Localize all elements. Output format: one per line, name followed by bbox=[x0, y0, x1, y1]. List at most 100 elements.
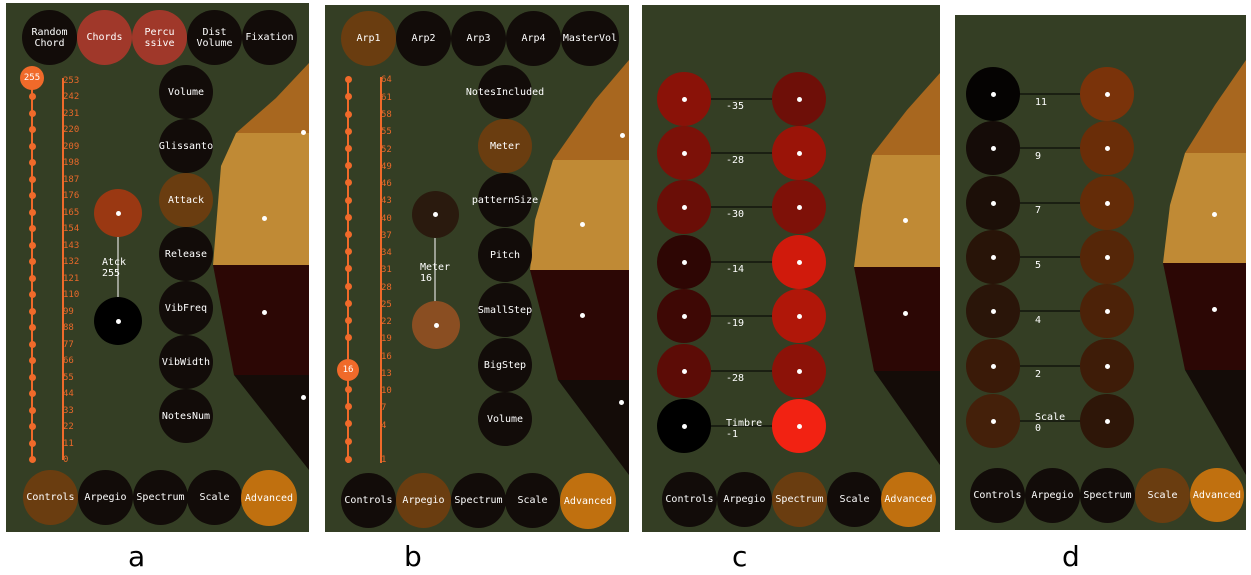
wedge-dark[interactable] bbox=[234, 375, 309, 470]
wedge-red[interactable] bbox=[213, 265, 309, 375]
left-knob[interactable] bbox=[657, 126, 711, 180]
wedge-handle[interactable] bbox=[301, 130, 306, 135]
wedge-handle[interactable] bbox=[262, 216, 267, 221]
arp1-button[interactable]: Arp1 bbox=[341, 11, 396, 66]
param-vibwidth-button[interactable]: VibWidth bbox=[159, 335, 213, 389]
mastervol-button[interactable]: MasterVol bbox=[561, 11, 619, 66]
wedge-dark[interactable] bbox=[558, 380, 629, 475]
nav-advanced-button[interactable]: Advanced bbox=[1190, 468, 1244, 522]
nav-scale-button[interactable]: Scale bbox=[187, 470, 242, 525]
nav-arpegio-button[interactable]: Arpegio bbox=[78, 470, 133, 525]
knob-lower[interactable] bbox=[412, 301, 460, 349]
param-meter-button[interactable]: Meter bbox=[478, 119, 532, 173]
random-chord-button[interactable]: Random Chord bbox=[22, 10, 77, 65]
wedge-handle[interactable] bbox=[1212, 307, 1217, 312]
wedge-handle[interactable] bbox=[262, 310, 267, 315]
param-vibfreq-button[interactable]: VibFreq bbox=[159, 281, 213, 335]
knob-lower[interactable] bbox=[94, 297, 142, 345]
right-knob[interactable] bbox=[1080, 176, 1134, 230]
wedge-handle[interactable] bbox=[1212, 212, 1217, 217]
slider-value-handle[interactable]: 255 bbox=[20, 66, 44, 90]
left-knob[interactable] bbox=[657, 289, 711, 343]
right-knob[interactable] bbox=[772, 399, 826, 453]
fixation-button[interactable]: Fixation bbox=[242, 10, 297, 65]
left-knob[interactable] bbox=[966, 394, 1020, 448]
wedge-handle[interactable] bbox=[620, 133, 625, 138]
nav-advanced-button[interactable]: Advanced bbox=[881, 472, 936, 527]
nav-scale-button[interactable]: Scale bbox=[505, 473, 560, 528]
param-release-button[interactable]: Release bbox=[159, 227, 213, 281]
wedge-mid-upper[interactable] bbox=[1163, 153, 1246, 263]
wedge-handle[interactable] bbox=[580, 313, 585, 318]
nav-spectrum-button[interactable]: Spectrum bbox=[1080, 468, 1135, 523]
param-glissanto-button[interactable]: Glissanto bbox=[159, 119, 213, 173]
param-bigstep-button[interactable]: BigStep bbox=[478, 338, 532, 392]
nav-controls-button[interactable]: Controls bbox=[341, 473, 396, 528]
right-knob[interactable] bbox=[772, 180, 826, 234]
left-knob[interactable] bbox=[966, 67, 1020, 121]
dist-volume-button[interactable]: Dist Volume bbox=[187, 10, 242, 65]
nav-scale-button[interactable]: Scale bbox=[827, 472, 882, 527]
right-knob[interactable] bbox=[1080, 67, 1134, 121]
nav-controls-button[interactable]: Controls bbox=[662, 472, 717, 527]
nav-arpegio-button[interactable]: Arpegio bbox=[396, 473, 451, 528]
wedge-dark[interactable] bbox=[874, 371, 940, 465]
left-knob[interactable] bbox=[966, 339, 1020, 393]
wedge-red[interactable] bbox=[854, 267, 940, 371]
nav-advanced-button[interactable]: Advanced bbox=[560, 473, 616, 529]
right-knob[interactable] bbox=[1080, 394, 1134, 448]
param-attack-button[interactable]: Attack bbox=[159, 173, 213, 227]
knob-upper[interactable] bbox=[412, 191, 459, 238]
wedge-top[interactable] bbox=[553, 60, 629, 160]
wedge-top[interactable] bbox=[236, 63, 309, 133]
knob-upper[interactable] bbox=[94, 189, 142, 237]
param-notesnum-button[interactable]: NotesNum bbox=[159, 389, 213, 443]
wedge-mid-upper[interactable] bbox=[530, 160, 629, 270]
left-knob[interactable] bbox=[657, 399, 711, 453]
nav-spectrum-button[interactable]: Spectrum bbox=[772, 472, 827, 527]
nav-arpegio-button[interactable]: Arpegio bbox=[1025, 468, 1080, 523]
right-knob[interactable] bbox=[772, 235, 826, 289]
right-knob[interactable] bbox=[772, 72, 826, 126]
wedge-mid-upper[interactable] bbox=[213, 133, 309, 265]
wedge-handle[interactable] bbox=[903, 218, 908, 223]
nav-controls-button[interactable]: Controls bbox=[23, 470, 78, 525]
wedge-top[interactable] bbox=[1185, 60, 1246, 153]
left-knob[interactable] bbox=[966, 176, 1020, 230]
param-pitch-button[interactable]: Pitch bbox=[478, 228, 532, 282]
right-knob[interactable] bbox=[1080, 121, 1134, 175]
nav-controls-button[interactable]: Controls bbox=[970, 468, 1025, 523]
param-volume-button[interactable]: Volume bbox=[159, 65, 213, 119]
arp2-button[interactable]: Arp2 bbox=[396, 11, 451, 66]
wedge-mid-upper[interactable] bbox=[854, 155, 940, 267]
param-smallstep-button[interactable]: SmallStep bbox=[478, 283, 532, 337]
left-knob[interactable] bbox=[657, 344, 711, 398]
right-knob[interactable] bbox=[1080, 339, 1134, 393]
left-knob[interactable] bbox=[657, 72, 711, 126]
chords-button[interactable]: Chords bbox=[77, 10, 132, 65]
wedge-handle[interactable] bbox=[903, 311, 908, 316]
wedge-top[interactable] bbox=[872, 73, 940, 155]
nav-arpegio-button[interactable]: Arpegio bbox=[717, 472, 772, 527]
param-volume-button[interactable]: Volume bbox=[478, 392, 532, 446]
nav-scale-button[interactable]: Scale bbox=[1135, 468, 1190, 523]
percussive-button[interactable]: Percu ssive bbox=[132, 10, 187, 65]
slider-value-handle[interactable]: 16 bbox=[337, 359, 359, 381]
arp3-button[interactable]: Arp3 bbox=[451, 11, 506, 66]
left-knob[interactable] bbox=[966, 230, 1020, 284]
nav-spectrum-button[interactable]: Spectrum bbox=[133, 470, 188, 525]
right-knob[interactable] bbox=[772, 344, 826, 398]
wedge-red[interactable] bbox=[1163, 263, 1246, 370]
wedge-dark[interactable] bbox=[1185, 370, 1246, 475]
wedge-handle[interactable] bbox=[580, 222, 585, 227]
param-notesincluded-button[interactable]: NotesIncluded bbox=[466, 65, 544, 119]
wedge-handle[interactable] bbox=[619, 400, 624, 405]
right-knob[interactable] bbox=[772, 126, 826, 180]
left-knob[interactable] bbox=[657, 235, 711, 289]
wedge-red[interactable] bbox=[530, 270, 629, 380]
param-patternsize-button[interactable]: patternSize bbox=[472, 173, 538, 227]
right-knob[interactable] bbox=[1080, 284, 1134, 338]
nav-spectrum-button[interactable]: Spectrum bbox=[451, 473, 506, 528]
right-knob[interactable] bbox=[772, 289, 826, 343]
nav-advanced-button[interactable]: Advanced bbox=[241, 470, 297, 526]
